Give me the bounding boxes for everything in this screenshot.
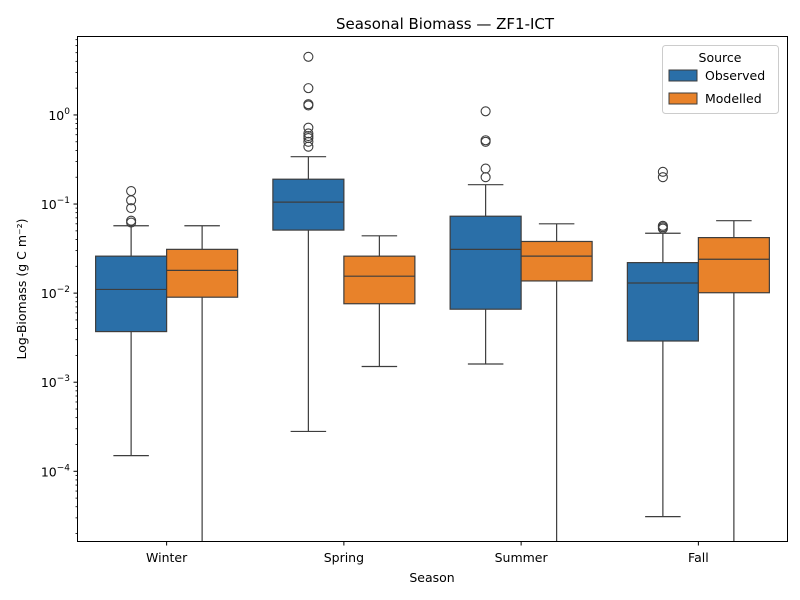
outlier-point bbox=[126, 195, 137, 206]
legend-title: Source bbox=[699, 50, 742, 65]
box-iqr bbox=[697, 237, 770, 294]
x-tick-label-winter: Winter bbox=[146, 550, 188, 565]
box-group-spring-observed bbox=[272, 51, 345, 433]
plot-frame bbox=[77, 36, 788, 542]
y-axis: 10−4 10−3 10−2 10−1 100 bbox=[41, 39, 78, 534]
outlier-point bbox=[480, 163, 491, 174]
outlier-point bbox=[480, 106, 491, 117]
outlier-point bbox=[126, 203, 137, 214]
outlier-point bbox=[303, 83, 314, 94]
box-iqr bbox=[520, 240, 593, 282]
legend-label-observed: Observed bbox=[705, 68, 765, 83]
box-iqr bbox=[449, 215, 522, 310]
outlier-point bbox=[303, 141, 314, 152]
y-tick-label: 10−1 bbox=[41, 196, 70, 212]
outlier-point bbox=[657, 172, 668, 183]
outlier-point bbox=[657, 223, 668, 234]
box-group-fall-modelled bbox=[697, 220, 770, 541]
outlier-point bbox=[480, 136, 491, 147]
outlier-point bbox=[126, 185, 137, 197]
x-axis-label: Season bbox=[409, 570, 454, 585]
outlier-point bbox=[303, 128, 314, 139]
chart-title: Seasonal Biomass — ZF1-ICT bbox=[336, 15, 555, 33]
outlier-point bbox=[126, 217, 137, 228]
outlier-point bbox=[303, 100, 314, 111]
y-tick-label: 100 bbox=[48, 107, 70, 123]
box-group-summer-modelled bbox=[520, 223, 593, 541]
x-tick-label-fall: Fall bbox=[688, 550, 709, 565]
outlier-point bbox=[657, 166, 668, 177]
y-tick-label: 10−4 bbox=[41, 463, 70, 479]
legend: Source Observed Modelled bbox=[662, 45, 779, 114]
box-group-winter-observed bbox=[95, 185, 168, 457]
x-tick-label-spring: Spring bbox=[324, 550, 364, 565]
box-iqr bbox=[272, 178, 345, 231]
outlier-point bbox=[303, 51, 314, 62]
y-tick-label: 10−2 bbox=[41, 285, 70, 301]
y-axis-label: Log-Biomass (g C m⁻²) bbox=[14, 218, 29, 359]
x-axis: Winter Spring Summer Fall bbox=[146, 541, 709, 565]
outlier-point bbox=[480, 172, 491, 183]
legend-label-modelled: Modelled bbox=[705, 91, 762, 106]
box-group-winter-modelled bbox=[166, 225, 239, 541]
plot-area bbox=[95, 51, 770, 541]
box-group-fall-observed bbox=[626, 166, 699, 518]
box-iqr bbox=[166, 248, 239, 298]
box-iqr bbox=[343, 255, 416, 305]
legend-swatch-modelled bbox=[668, 92, 698, 105]
outlier-point bbox=[303, 136, 314, 147]
outlier-point bbox=[303, 122, 314, 133]
box-group-summer-observed bbox=[449, 106, 522, 365]
legend-swatch-observed bbox=[668, 69, 698, 82]
box-iqr bbox=[95, 255, 168, 333]
box-group-spring-modelled bbox=[343, 235, 416, 368]
x-tick-label-summer: Summer bbox=[495, 550, 549, 565]
box-iqr bbox=[626, 262, 699, 342]
y-tick-label: 10−3 bbox=[41, 374, 70, 390]
